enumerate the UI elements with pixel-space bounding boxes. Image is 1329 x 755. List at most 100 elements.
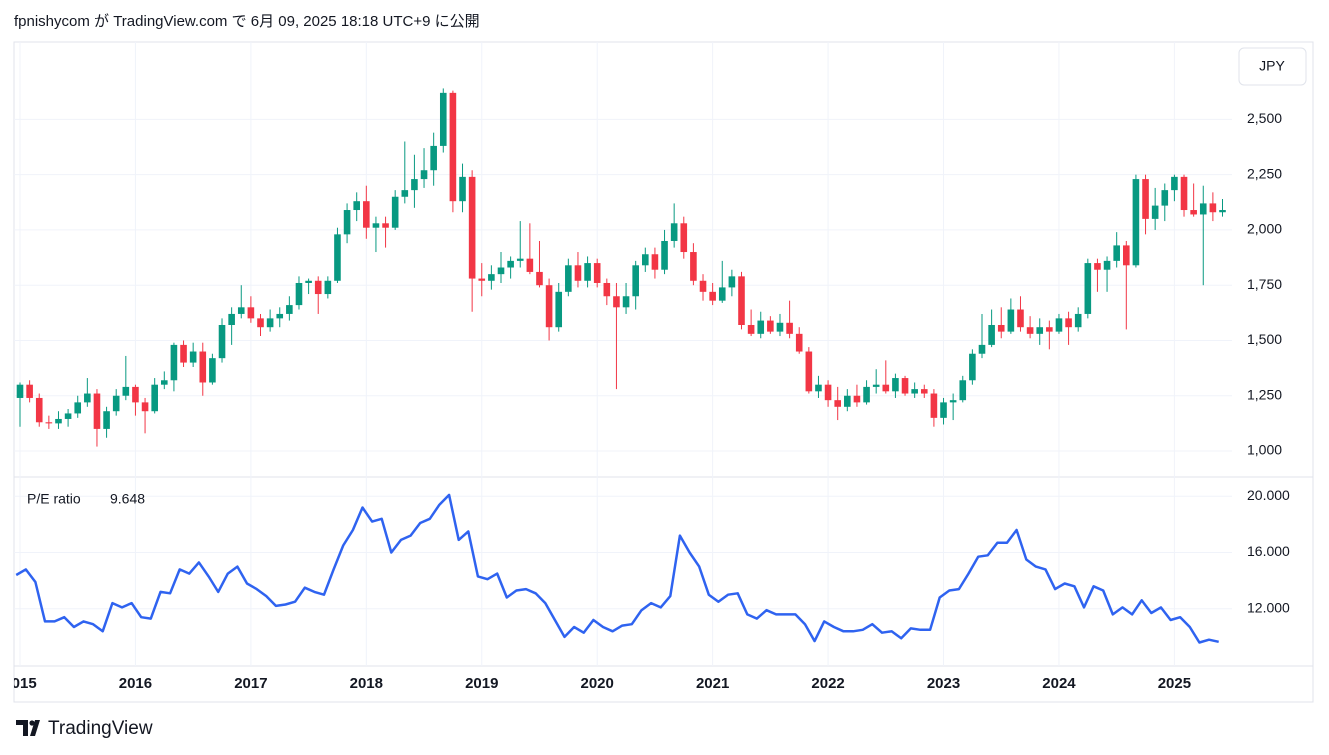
candle-body — [199, 351, 207, 383]
candle-body — [112, 395, 120, 412]
candle-body — [863, 386, 870, 403]
pe-line — [15, 493, 1219, 644]
candle-body — [324, 280, 332, 295]
candle-body — [978, 344, 986, 354]
candle-body — [488, 274, 495, 281]
candle-body — [622, 296, 630, 308]
candle-body — [132, 386, 139, 403]
candle-body — [1007, 309, 1015, 332]
candle-body — [1199, 203, 1207, 215]
candle-body — [26, 384, 33, 398]
candle-body — [286, 305, 293, 314]
candle-body — [439, 92, 447, 146]
candle-body — [295, 282, 303, 306]
candle-body — [1046, 327, 1053, 332]
candle-body — [997, 324, 1005, 332]
grid-layer: 2015 2016 2017 2018 2019 2020 2021 2022 2023 2024… — [3, 42, 1232, 692]
candle-body — [853, 395, 861, 403]
candle-body — [661, 240, 668, 270]
candle-body — [353, 201, 360, 211]
x-tick-label: 2025 — [1158, 675, 1191, 692]
x-tick-label: 2021 — [696, 675, 729, 692]
candle-body — [603, 282, 611, 297]
candle-body — [747, 324, 755, 334]
candle-body — [728, 276, 736, 288]
candle-body — [411, 179, 418, 191]
candle-body — [930, 393, 938, 418]
candle-body — [343, 210, 351, 235]
y-tick-label: 1,250 — [1247, 386, 1282, 402]
x-tick-label: 2016 — [119, 675, 152, 692]
currency-button[interactable] — [1238, 47, 1307, 86]
candle-body — [901, 378, 909, 394]
candle-body — [1123, 245, 1130, 266]
candle-body — [776, 322, 784, 332]
candle-body — [507, 260, 514, 268]
candle-body — [35, 397, 43, 423]
chart-frame — [13, 41, 1314, 703]
candle-body — [1017, 309, 1024, 328]
candle-body — [1132, 179, 1140, 266]
candle-body — [266, 318, 274, 328]
candle-body — [574, 265, 582, 281]
x-tick-label: 2015 — [3, 675, 36, 692]
candle-body — [959, 380, 967, 401]
candle-body — [334, 234, 341, 281]
y-tick-label: 20.000 — [1247, 487, 1290, 503]
candle-body — [526, 258, 534, 272]
candle-body — [314, 280, 322, 295]
candle-body — [949, 400, 957, 403]
candle-body — [1209, 203, 1217, 213]
candle-body — [555, 291, 563, 328]
header-text: fpnishycom が TradingView.com で 6月 09, 20… — [14, 13, 480, 30]
currency-label[interactable]: JPY — [1259, 58, 1285, 74]
y-tick-label: 2,000 — [1247, 221, 1282, 237]
candle-body — [151, 384, 158, 412]
candle-body — [141, 402, 149, 412]
candle-body — [64, 413, 72, 419]
candle-body — [709, 291, 716, 301]
candle-body — [824, 384, 832, 401]
candle-body — [920, 389, 928, 394]
candle-body — [1171, 176, 1178, 191]
candle-body — [1065, 318, 1072, 328]
candle-body — [237, 307, 245, 314]
candle-body — [757, 320, 765, 334]
candle-body — [1219, 210, 1226, 213]
candle-body — [872, 384, 880, 387]
candle-body — [969, 353, 976, 381]
candle-body — [1094, 263, 1101, 270]
candle-body — [363, 201, 370, 228]
candle-body — [834, 400, 841, 407]
candle-body — [420, 170, 428, 180]
brand-logo — [16, 720, 40, 736]
candle-body — [1161, 190, 1169, 206]
brand-name: TradingView — [48, 718, 153, 739]
x-tick-label: 2020 — [581, 675, 614, 692]
candle-body — [84, 393, 91, 403]
candle-body — [1180, 176, 1188, 211]
y-tick-label: 16.000 — [1247, 543, 1290, 559]
candle-body — [1055, 318, 1063, 332]
y-tick-label: 2,500 — [1247, 110, 1282, 126]
candle-body — [247, 307, 255, 319]
candle-body — [430, 145, 437, 171]
candle-body — [536, 271, 543, 286]
candle-body — [805, 351, 813, 392]
y-tick-label: 1,500 — [1247, 331, 1282, 347]
x-tick-label: 2023 — [927, 675, 960, 692]
candle-body — [988, 324, 995, 345]
candle-body — [122, 386, 130, 396]
x-tick-label: 2017 — [234, 675, 267, 692]
candle-body — [228, 313, 235, 325]
candle-body — [651, 254, 659, 270]
candle-body — [276, 313, 284, 319]
candle-body — [478, 278, 486, 281]
axes-layer: 1,000 1,250 1,500 1,750 2,000 2,250 2,500 12.00… — [1247, 110, 1290, 615]
y-tick-label: 1,000 — [1247, 442, 1282, 458]
candle-body — [795, 333, 803, 352]
candle-body — [391, 196, 399, 228]
candle-body — [459, 176, 466, 202]
